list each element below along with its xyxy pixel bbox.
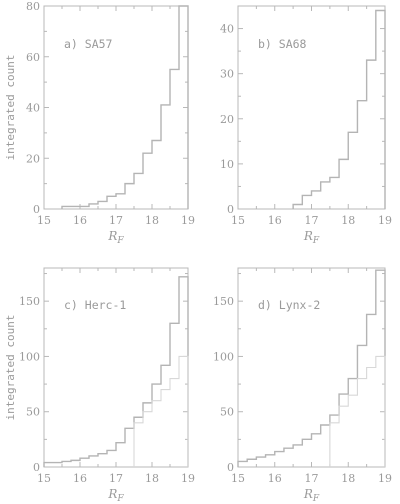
series-2-step-line	[133, 355, 189, 467]
series-1-step-line	[292, 9, 386, 209]
x-tick-label: 15	[231, 472, 245, 485]
x-tick-label: 17	[109, 214, 123, 227]
y-tick-label: 50	[220, 406, 234, 419]
y-tick-label: 0	[33, 461, 40, 474]
x-tick-label: 18	[341, 214, 355, 227]
y-tick-label: 150	[19, 295, 40, 308]
y-axis-label: integrated count	[4, 315, 17, 421]
y-tick-label: 150	[213, 295, 234, 308]
y-tick-label: 100	[213, 350, 234, 363]
x-axis-label: RF	[303, 487, 320, 504]
x-axis-label: RF	[107, 487, 124, 504]
x-tick-label: 15	[37, 472, 51, 485]
series-1-step-line	[43, 276, 189, 467]
panel-label: b) SA68	[258, 37, 307, 51]
x-tick-label: 18	[341, 472, 355, 485]
y-tick-label: 60	[26, 51, 40, 64]
x-tick-label: 19	[181, 214, 195, 227]
y-tick-label: 40	[220, 23, 234, 36]
series-1-step-line	[237, 269, 386, 467]
y-tick-label: 0	[227, 461, 234, 474]
x-tick-label: 18	[145, 472, 159, 485]
y-tick-label: 20	[220, 113, 234, 126]
y-axis-label: integrated count	[4, 55, 17, 161]
panel-label: a) SA57	[64, 37, 113, 51]
x-tick-label: 15	[37, 214, 51, 227]
y-tick-label: 0	[33, 203, 40, 216]
x-axis-label: RF	[303, 229, 320, 246]
series-1-step-line	[61, 5, 189, 209]
x-axis-label: RF	[107, 229, 124, 246]
x-tick-label: 19	[378, 214, 392, 227]
y-tick-label: 100	[19, 350, 40, 363]
chart-panel-3: 15 16 17 18 19 0 50 100 150 c) Herc-1 RF integrated…	[4, 267, 195, 504]
series-2-step-line	[329, 355, 386, 467]
y-tick-label: 10	[220, 158, 234, 171]
x-tick-label: 15	[231, 214, 245, 227]
x-tick-label: 16	[268, 472, 282, 485]
x-tick-label: 16	[73, 214, 87, 227]
x-tick-label: 19	[378, 472, 392, 485]
y-tick-label: 0	[227, 203, 234, 216]
x-tick-label: 17	[305, 472, 319, 485]
panel-label: d) Lynx-2	[258, 298, 320, 312]
chart-panel-2: 15 16 17 18 19 0 10 20 30 40 b) SA68 RF	[220, 5, 392, 246]
x-tick-label: 16	[268, 214, 282, 227]
x-tick-label: 16	[73, 472, 87, 485]
y-tick-label: 30	[220, 68, 234, 81]
x-tick-label: 18	[145, 214, 159, 227]
chart-panel-4: 15 16 17 18 19 0 50 100 150 d) Lynx-2 RF	[213, 267, 392, 504]
panel-label: c) Herc-1	[64, 298, 126, 312]
chart-panel-1: 15 16 17 18 19 0 20 40 60 80 a) SA57 RF integrated c…	[4, 0, 195, 246]
x-tick-label: 19	[181, 472, 195, 485]
x-tick-label: 17	[109, 472, 123, 485]
y-tick-label: 40	[26, 102, 40, 115]
y-tick-label: 20	[26, 152, 40, 165]
y-tick-label: 80	[26, 0, 40, 13]
x-tick-label: 17	[305, 214, 319, 227]
y-tick-label: 50	[26, 406, 40, 419]
